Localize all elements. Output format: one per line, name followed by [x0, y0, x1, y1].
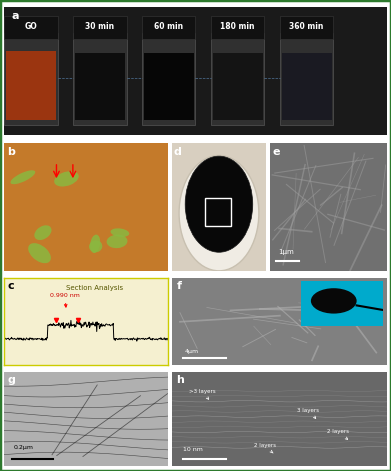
Text: 180 min: 180 min [221, 22, 255, 31]
Text: c: c [7, 281, 14, 291]
Ellipse shape [185, 156, 253, 252]
Circle shape [311, 288, 357, 314]
Text: e: e [272, 146, 280, 156]
Ellipse shape [179, 155, 259, 271]
Text: 2 layers: 2 layers [327, 430, 349, 439]
Text: 360 min: 360 min [289, 22, 324, 31]
Text: >3 layers: >3 layers [189, 389, 216, 399]
Ellipse shape [34, 225, 52, 240]
Text: 0.990 nm: 0.990 nm [50, 293, 80, 307]
Text: 0.2μm: 0.2μm [14, 446, 34, 450]
Ellipse shape [54, 171, 79, 187]
Bar [205, 198, 231, 226]
Text: 30 min: 30 min [85, 22, 114, 31]
Text: h: h [176, 375, 184, 385]
Text: f: f [176, 281, 181, 291]
Text: 2 layers: 2 layers [254, 444, 276, 453]
Text: 60 min: 60 min [154, 22, 183, 31]
Text: Section Analysis: Section Analysis [66, 285, 123, 291]
Ellipse shape [28, 243, 51, 263]
Text: 1μm: 1μm [278, 249, 294, 255]
Ellipse shape [107, 235, 127, 248]
Ellipse shape [11, 171, 35, 184]
Text: b: b [7, 146, 15, 156]
Ellipse shape [89, 240, 102, 252]
Text: d: d [174, 146, 182, 156]
Text: 4μm: 4μm [185, 349, 199, 354]
Text: 10 nm: 10 nm [183, 447, 203, 452]
Text: g: g [7, 375, 15, 385]
Text: 3 layers: 3 layers [297, 408, 319, 418]
Text: GO: GO [24, 22, 37, 31]
Text: a: a [12, 11, 19, 21]
Ellipse shape [90, 235, 100, 253]
Ellipse shape [111, 228, 129, 237]
